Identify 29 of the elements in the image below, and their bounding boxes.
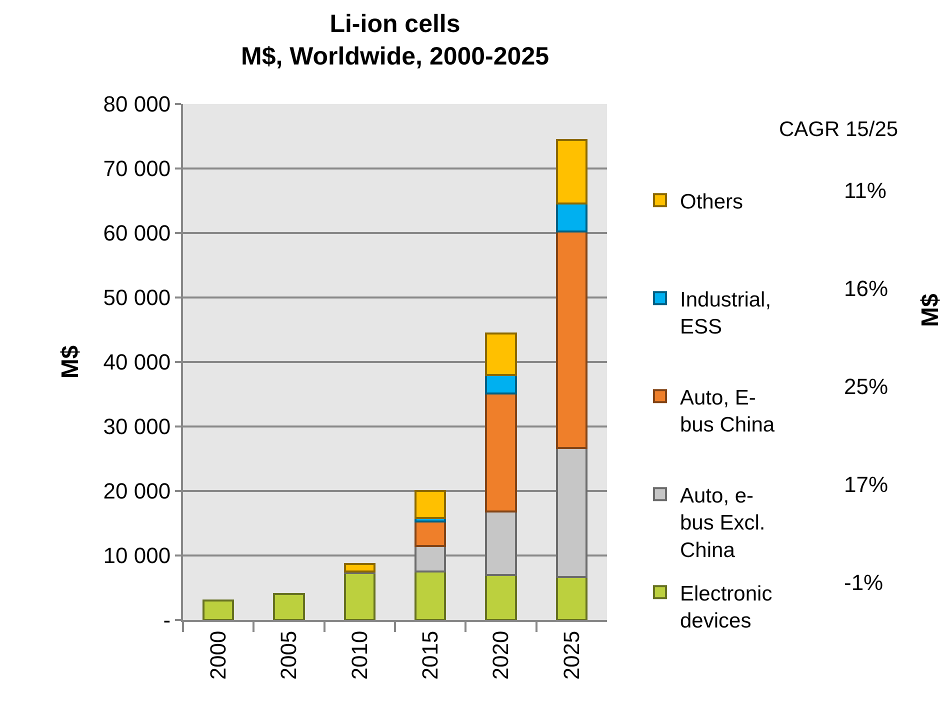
x-tick-label: 2020 bbox=[488, 630, 514, 680]
legend-label: Others bbox=[680, 190, 744, 214]
x-tick-label: 2015 bbox=[417, 630, 442, 680]
text: 11% bbox=[844, 178, 886, 203]
legend-label: Industrial, ESS bbox=[680, 288, 772, 339]
text: 17% bbox=[844, 472, 888, 497]
legend-label: Auto, E-bus China bbox=[680, 386, 775, 437]
text: -1% bbox=[844, 570, 884, 595]
y-tick-label: - bbox=[163, 608, 171, 633]
legend-label: Auto, e-bus Excl. China bbox=[680, 484, 766, 562]
legend-label: Electronic devices bbox=[680, 582, 772, 633]
y-tick-label: 40 000 bbox=[103, 350, 171, 375]
text: M$ bbox=[917, 293, 942, 327]
text: 25% bbox=[844, 374, 888, 399]
chart-title: Li-ion cells M$, Worldwide, 2000-2025 bbox=[241, 10, 550, 70]
y-axis-title: M$ bbox=[56, 344, 84, 379]
y-tick-label: 50 000 bbox=[103, 285, 171, 310]
x-tick-label: 2025 bbox=[558, 630, 584, 680]
x-tick-label: 2000 bbox=[205, 630, 230, 680]
y-tick-label: 30 000 bbox=[103, 414, 171, 440]
y-tick-label: 80 000 bbox=[103, 92, 171, 117]
text: CAGR 15/25 bbox=[779, 118, 898, 141]
y-tick-label: 60 000 bbox=[103, 220, 171, 246]
text: 16% bbox=[844, 276, 888, 301]
y-tick-label: 20 000 bbox=[103, 478, 171, 504]
x-tick-label: 2010 bbox=[346, 630, 372, 680]
y-tick-label: 70 000 bbox=[103, 156, 171, 182]
y-tick-label: 10 000 bbox=[103, 543, 171, 568]
x-tick-label: 2005 bbox=[276, 630, 302, 680]
